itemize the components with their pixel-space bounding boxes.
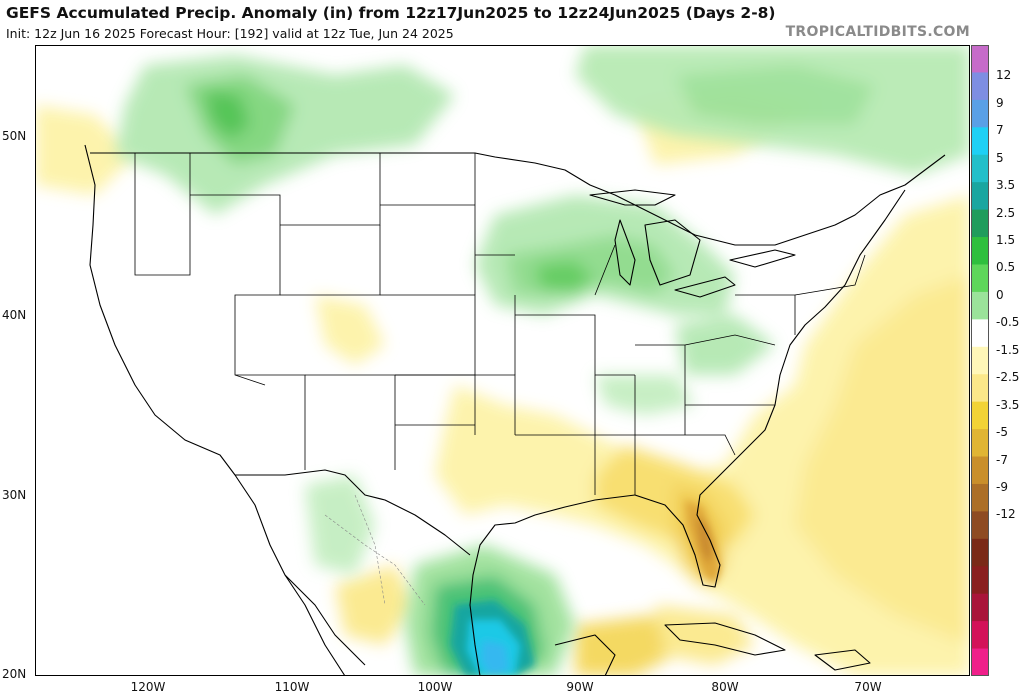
lat-label-50n: 50N: [2, 129, 27, 143]
lon-label-110w: 110W: [274, 680, 310, 694]
header: GEFS Accumulated Precip. Anomaly (in) fr…: [0, 0, 1024, 44]
colorbar-tick-label: -9: [996, 479, 1008, 494]
lon-label-70w: 70W: [854, 680, 882, 694]
colorbar-tick-label: 2.5: [996, 205, 1016, 220]
colorbar-swatch: [971, 237, 989, 265]
brand-watermark: TROPICALTIDBITS.COM: [785, 24, 970, 40]
colorbar-tick-label: -12: [996, 507, 1016, 522]
colorbar-swatch: [971, 45, 989, 73]
colorbar-tick-label: 0.5: [996, 260, 1016, 275]
colorbar-swatch: [971, 127, 989, 156]
colorbar-swatch: [971, 182, 989, 211]
colorbar-swatch: [971, 319, 989, 348]
colorbar-swatch: [971, 209, 989, 238]
forecast-info: Init: 12z Jun 16 2025 Forecast Hour: [19…: [6, 26, 454, 41]
colorbar-tick-label: 9: [996, 95, 1004, 110]
lon-label-120w: 120W: [130, 680, 166, 694]
colorbar-tick-label: -3.5: [996, 397, 1020, 412]
lat-label-40n: 40N: [2, 308, 27, 322]
florida-dry-core: [685, 500, 721, 585]
colorbar-swatch: [971, 456, 989, 485]
colorbar-tick-label: -1.5: [996, 342, 1020, 357]
boundaries: [84, 144, 946, 676]
colorbar-swatch: [971, 374, 989, 403]
colorbar-swatch: [971, 593, 989, 622]
mexico-state-borders: [324, 494, 426, 606]
colorbar-tick-label: 7: [996, 123, 1004, 138]
colorbar-tick-label: 0: [996, 287, 1004, 302]
colorbar-swatch: [971, 291, 989, 320]
colorbar-swatch: [971, 264, 989, 293]
colorbar-tick-label: -2.5: [996, 370, 1020, 385]
colorbar-tick-label: -5: [996, 425, 1008, 440]
precip-anomaly-map: [35, 45, 970, 676]
colorbar-tick-label: -7: [996, 452, 1008, 467]
lat-label-20n: 20N: [2, 667, 27, 681]
colorbar-swatch: [971, 72, 989, 101]
colorbar-swatch: [971, 401, 989, 430]
lon-label-80w: 80W: [711, 680, 739, 694]
lon-label-100w: 100W: [417, 680, 453, 694]
lon-label-90w: 90W: [566, 680, 594, 694]
colorbar-swatch: [971, 99, 989, 128]
colorbar: [971, 45, 989, 676]
colorbar-swatch: [971, 154, 989, 183]
colorbar-swatch: [971, 346, 989, 375]
colorbar-swatch: [971, 483, 989, 512]
colorbar-swatch: [971, 538, 989, 567]
colorbar-swatch: [971, 566, 989, 595]
state-borders: [134, 153, 866, 495]
colorbar-tick-label: 12: [996, 68, 1012, 83]
colorbar-tick-label: -0.5: [996, 315, 1020, 330]
colorbar-swatch: [971, 511, 989, 540]
colorbar-border: [971, 45, 989, 676]
colorbar-tick-label: 5: [996, 150, 1004, 165]
map-title: GEFS Accumulated Precip. Anomaly (in) fr…: [6, 4, 776, 22]
colorbar-tick-label: 1.5: [996, 233, 1016, 248]
lat-label-30n: 30N: [2, 488, 27, 502]
wet-anomaly-shading: [115, 45, 970, 676]
colorbar-swatch: [971, 648, 989, 676]
colorbar-swatch: [971, 429, 989, 458]
colorbar-swatch: [971, 621, 989, 650]
colorbar-tick-label: 3.5: [996, 178, 1016, 193]
